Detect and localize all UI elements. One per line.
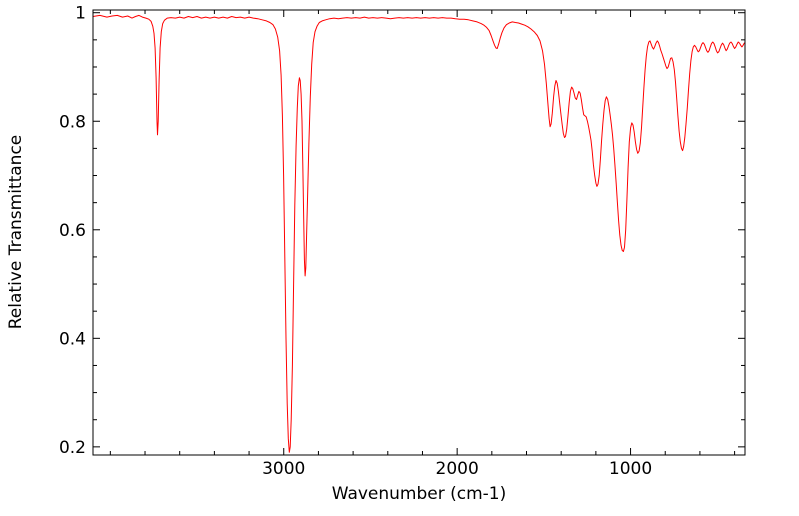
y-tick-label: 0.6 — [59, 221, 86, 241]
y-tick-label: 0.2 — [59, 438, 86, 458]
y-axis-title: Relative Transmittance — [6, 134, 26, 330]
x-tick-label: 1000 — [609, 459, 652, 479]
y-tick-label: 1 — [75, 4, 86, 24]
spectrum-line — [92, 14, 746, 453]
y-tick-label: 0.8 — [59, 112, 86, 132]
x-tick-label: 2000 — [436, 459, 479, 479]
x-tick-label: 3000 — [262, 459, 305, 479]
y-tick-label: 0.4 — [59, 329, 86, 349]
plot-border — [92, 9, 746, 456]
x-axis-title: Wavenumber (cm-1) — [331, 484, 507, 504]
